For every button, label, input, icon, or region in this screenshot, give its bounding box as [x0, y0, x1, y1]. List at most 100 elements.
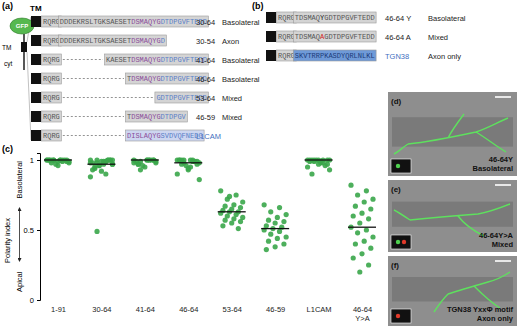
- mean-line: [218, 211, 246, 212]
- data-point: [103, 159, 108, 164]
- tm-block: [266, 12, 276, 23]
- data-point: [273, 220, 278, 225]
- sequence-box: [58, 16, 208, 27]
- inset-signal: [402, 240, 406, 244]
- tm-block: [266, 31, 276, 42]
- annotation: Apical: [15, 271, 24, 292]
- sequence-box: [126, 130, 205, 141]
- sequence-box: [42, 54, 62, 65]
- deletion-gap: [63, 59, 103, 60]
- sequence-box: [105, 54, 209, 65]
- row-label: 46-59: [196, 113, 215, 122]
- data-point: [281, 219, 286, 224]
- sequence-segment: DSMAQYG: [131, 56, 160, 64]
- sequence-text: KAESETDSMAQYGDTDPGVFTEDD: [106, 56, 207, 64]
- tm-block: [31, 130, 41, 141]
- data-point: [238, 219, 243, 224]
- data-point: [305, 164, 310, 169]
- inset: [391, 159, 411, 173]
- deletion-gap: [63, 97, 154, 98]
- data-point: [240, 199, 245, 204]
- y-axis: 00.51: [24, 154, 41, 305]
- x-axis: 1-9130-6441-6446-6453-6446-59L1CAM46-64Y…: [51, 304, 372, 323]
- sequence-box: [42, 130, 62, 141]
- micrograph-image: [388, 92, 517, 176]
- data-point: [266, 239, 271, 244]
- micrograph-caption: TGN38 YxxΦ motif: [447, 305, 514, 314]
- data-point: [262, 202, 267, 207]
- tick-label: 46-59: [266, 305, 285, 314]
- micrograph-caption: Basolateral: [473, 164, 513, 173]
- data-point: [351, 213, 356, 218]
- x-tick: 46-64Y>A: [353, 304, 372, 323]
- tm-block: [31, 111, 41, 122]
- sequence-segment: DSMAQYG: [131, 113, 160, 121]
- sequence-text: RQRG: [43, 56, 60, 64]
- data-point: [268, 232, 273, 237]
- tm-block: [31, 16, 41, 27]
- tm-block: [31, 54, 41, 65]
- tm-block: [31, 73, 41, 84]
- x-tick: 46-59: [266, 304, 285, 314]
- sequence-segment: KAESET: [106, 56, 131, 64]
- x-tick: 46-64: [179, 304, 198, 314]
- data-point: [364, 227, 369, 232]
- data-point: [94, 229, 99, 234]
- deletion-gap: [63, 116, 124, 117]
- micrograph-channel: [392, 277, 513, 302]
- data-point: [355, 192, 360, 197]
- data-point: [353, 241, 358, 246]
- sequence-segment: DDDEKRSLTGKSAESET: [60, 18, 131, 26]
- tick-label: 46-64: [179, 305, 198, 314]
- data-point: [136, 162, 141, 167]
- gfp-icon: [10, 18, 34, 34]
- row-polarity: Axon only: [428, 52, 461, 61]
- row-label: 46-64: [196, 75, 215, 84]
- data-point: [223, 218, 228, 223]
- data-point: [277, 205, 282, 210]
- row-polarity: Basolateral: [222, 56, 260, 65]
- data-point: [327, 167, 332, 172]
- tick-mark: [37, 300, 40, 301]
- data-point: [88, 174, 93, 179]
- icon-label: cyt: [4, 60, 13, 68]
- sequence-text: DISLAQYGSVDVQFNEDG: [127, 132, 203, 140]
- figure: (a)GFPTMcytTMRQRGDDDEKRSLTGKSAESETDSMAQY…: [0, 0, 520, 327]
- data-point: [227, 194, 232, 199]
- sequence-box: [126, 111, 188, 122]
- data-point: [366, 262, 371, 267]
- data-point: [218, 188, 223, 193]
- sequence-text: RQRG: [278, 14, 295, 22]
- data-point: [186, 166, 191, 171]
- data-point: [264, 247, 269, 252]
- inset-signal: [396, 240, 400, 244]
- sequence-text: DDDEKRSLTGKSAESETDSMAQYGDTDPGVFTEDD: [60, 18, 207, 26]
- data-point: [316, 162, 321, 167]
- data-point: [131, 160, 136, 165]
- data-point: [368, 246, 373, 251]
- sequence-text: RQRG: [43, 94, 60, 102]
- row-label: TGN38: [385, 52, 409, 61]
- sequence-segment: SKVTRRPKASDYQRLNLKL: [295, 52, 375, 60]
- axis-line: [37, 154, 41, 301]
- axis-title: Polarity index: [3, 218, 12, 263]
- data-point: [359, 251, 364, 256]
- panel-label: (b): [252, 1, 264, 11]
- data-point: [277, 229, 282, 234]
- data-point: [175, 171, 180, 176]
- gfp-text: GFP: [16, 23, 28, 29]
- inset: [391, 309, 411, 323]
- sequence-box: [293, 50, 376, 61]
- data-point: [138, 167, 143, 172]
- x-tick: 30-64: [92, 304, 111, 314]
- data-point: [353, 204, 358, 209]
- mean-line: [261, 228, 289, 229]
- data-point: [220, 223, 225, 228]
- column-header: TM: [30, 4, 42, 13]
- mean-line: [305, 159, 333, 160]
- data-point: [99, 169, 104, 174]
- row-polarity: Mixed: [428, 33, 448, 42]
- panel-c: (c)00.511-9130-6441-6446-6453-6446-59L1C…: [2, 144, 376, 323]
- data-point: [103, 171, 108, 176]
- micrograph-caption: Mixed: [492, 240, 514, 249]
